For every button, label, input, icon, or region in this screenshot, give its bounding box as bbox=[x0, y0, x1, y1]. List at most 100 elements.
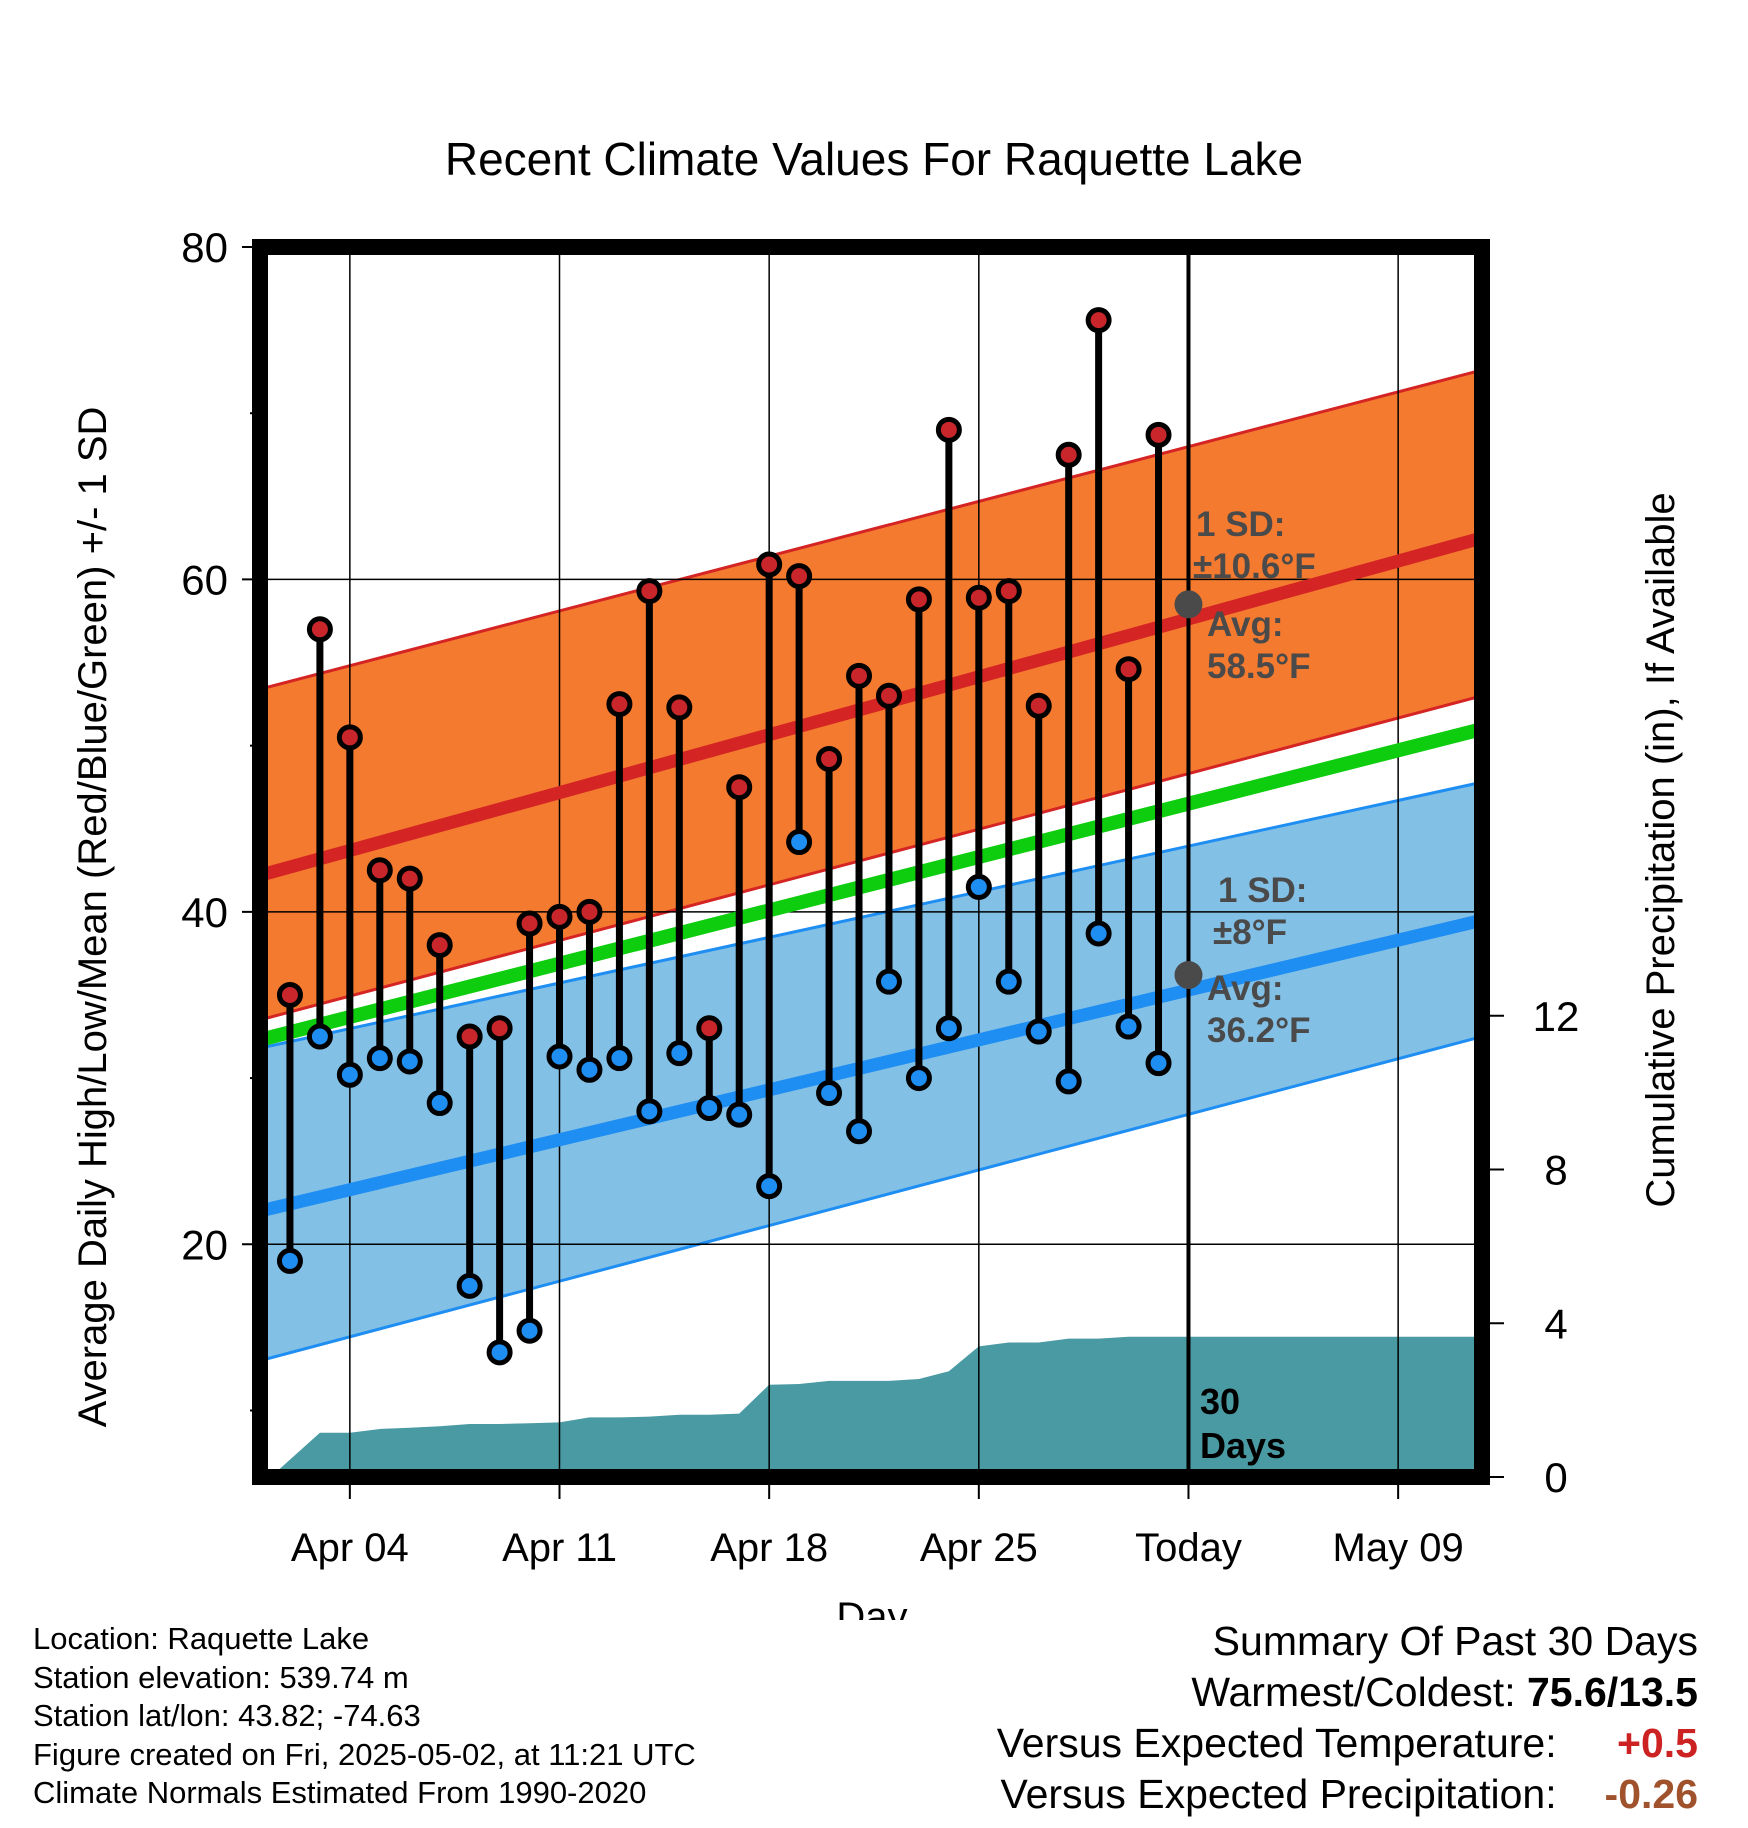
daily-high-point bbox=[426, 932, 453, 959]
plot-content bbox=[260, 247, 1482, 1477]
daily-low-point bbox=[546, 1043, 573, 1070]
daily-high-point bbox=[336, 724, 363, 751]
daily-high-point bbox=[935, 416, 962, 443]
latlon-text: Station lat/lon: 43.82; -74.63 bbox=[33, 1698, 421, 1733]
x-tick-label: Apr 04 bbox=[291, 1526, 409, 1570]
daily-low-point bbox=[666, 1040, 693, 1067]
daily-high-point bbox=[846, 662, 873, 689]
daily-low-point bbox=[396, 1048, 423, 1075]
x-axis-label: Day bbox=[836, 1595, 907, 1620]
summary-precip-row: Versus Expected Precipitation: -0.26 bbox=[997, 1769, 1699, 1820]
temp-label: Versus Expected Temperature: bbox=[996, 1720, 1557, 1766]
daily-low-point bbox=[1115, 1013, 1142, 1040]
daily-low-point bbox=[726, 1101, 753, 1128]
daily-low-point bbox=[816, 1080, 843, 1107]
y-tick-label-right: 4 bbox=[1544, 1300, 1567, 1347]
daily-low-point bbox=[306, 1023, 333, 1050]
daily-low-point bbox=[1085, 920, 1112, 947]
x-tick-label: Apr 11 bbox=[502, 1526, 617, 1570]
today-days-number: 30 bbox=[1200, 1381, 1240, 1422]
daily-high-point bbox=[696, 1015, 723, 1042]
y-tick-label-right: 8 bbox=[1544, 1147, 1567, 1194]
daily-low-point bbox=[846, 1118, 873, 1145]
daily-low-point bbox=[276, 1247, 303, 1274]
y-tick-label-left: 80 bbox=[181, 224, 228, 271]
daily-high-point bbox=[726, 774, 753, 801]
warmest-label: Warmest/Coldest: bbox=[1191, 1669, 1516, 1715]
daily-low-point bbox=[606, 1045, 633, 1072]
daily-low-point bbox=[516, 1317, 543, 1344]
mean-low-line bbox=[260, 913, 1482, 1218]
summary-title: Summary Of Past 30 Days bbox=[1212, 1618, 1698, 1664]
daily-low-point bbox=[1145, 1050, 1172, 1077]
x-tick-label: Apr 25 bbox=[920, 1526, 1038, 1570]
high-sd-value: ±10.6°F bbox=[1193, 547, 1316, 586]
daily-low-point bbox=[696, 1095, 723, 1121]
x-tick-label: Today bbox=[1135, 1526, 1242, 1570]
y-axis-label-left: Average Daily High/Low/Mean (Red/Blue/Gr… bbox=[71, 407, 115, 1428]
daily-high-point bbox=[456, 1023, 483, 1050]
high-sd-title: 1 SD: bbox=[1196, 505, 1285, 544]
precip-label: Versus Expected Precipitation: bbox=[1000, 1771, 1557, 1817]
precip-area bbox=[260, 1336, 1482, 1477]
low-sd-title: 1 SD: bbox=[1218, 871, 1307, 910]
daily-high-point bbox=[636, 578, 663, 605]
created-text: Figure created on Fri, 2025-05-02, at 11… bbox=[33, 1736, 696, 1772]
climate-chart: Recent Climate Values For Raquette Lake … bbox=[71, 133, 1683, 1620]
daily-low-point bbox=[636, 1098, 663, 1125]
y-tick-label-left: 60 bbox=[181, 556, 228, 603]
daily-high-point bbox=[516, 910, 543, 937]
low-sd-value: ±8°F bbox=[1213, 913, 1287, 952]
daily-high-point bbox=[666, 694, 693, 721]
daily-low-point bbox=[576, 1056, 603, 1083]
chart-title: Recent Climate Values For Raquette Lake bbox=[445, 133, 1303, 185]
daily-high-point bbox=[1115, 656, 1142, 683]
daily-low-point bbox=[995, 968, 1022, 995]
precip-value: -0.26 bbox=[1604, 1771, 1698, 1817]
daily-high-point bbox=[905, 586, 932, 613]
daily-high-point bbox=[606, 691, 633, 718]
daily-low-point bbox=[336, 1061, 363, 1088]
x-tick-label: May 09 bbox=[1333, 1526, 1464, 1570]
daily-low-point bbox=[905, 1065, 932, 1092]
normals-text: Climate Normals Estimated From 1990-2020 bbox=[33, 1775, 647, 1810]
x-tick-label: Apr 18 bbox=[710, 1526, 828, 1570]
daily-low-point bbox=[456, 1272, 483, 1299]
mean-high-line bbox=[260, 531, 1482, 882]
elevation-text: Station elevation: 539.74 m bbox=[33, 1659, 409, 1695]
daily-low-point bbox=[786, 829, 813, 856]
daily-high-point bbox=[366, 857, 393, 884]
high-avg-value: 58.5°F bbox=[1207, 647, 1311, 686]
location-text: Location: Raquette Lake bbox=[33, 1621, 370, 1656]
daily-high-point bbox=[396, 865, 423, 892]
warmest-value: 75.6/13.5 bbox=[1527, 1669, 1698, 1715]
summary-warmest-row: Warmest/Coldest: 75.6/13.5 bbox=[997, 1667, 1698, 1718]
daily-high-point bbox=[1145, 421, 1172, 448]
daily-low-point bbox=[366, 1045, 393, 1072]
daily-high-point bbox=[1055, 441, 1082, 468]
daily-low-point bbox=[486, 1339, 513, 1366]
high-avg-title: Avg: bbox=[1207, 605, 1283, 644]
y-tick-label-left: 40 bbox=[181, 889, 228, 936]
temp-value: +0.5 bbox=[1617, 1720, 1698, 1766]
y-tick-label-right: 12 bbox=[1533, 993, 1580, 1040]
y-axis-label-right: Cumulative Precipitation (in), If Availa… bbox=[1639, 492, 1683, 1207]
daily-high-point bbox=[995, 578, 1022, 605]
daily-high-point bbox=[1085, 307, 1112, 334]
daily-low-point bbox=[1055, 1068, 1082, 1095]
daily-low-point bbox=[426, 1090, 453, 1117]
daily-high-point bbox=[786, 563, 813, 590]
summary-temp-row: Versus Expected Temperature: +0.5 bbox=[997, 1718, 1698, 1769]
y-tick-label-right: 0 bbox=[1544, 1454, 1567, 1501]
mean-line bbox=[260, 722, 1482, 1047]
high-avg-marker bbox=[1174, 590, 1203, 619]
daily-high-point bbox=[546, 903, 573, 930]
daily-high-point bbox=[486, 1015, 513, 1042]
daily-low-point bbox=[756, 1173, 783, 1200]
daily-low-point bbox=[875, 968, 902, 995]
y-tick-label-left: 20 bbox=[181, 1221, 228, 1268]
plot-frame bbox=[252, 239, 1490, 1485]
daily-high-point bbox=[306, 616, 333, 643]
low-avg-value: 36.2°F bbox=[1207, 1011, 1311, 1050]
